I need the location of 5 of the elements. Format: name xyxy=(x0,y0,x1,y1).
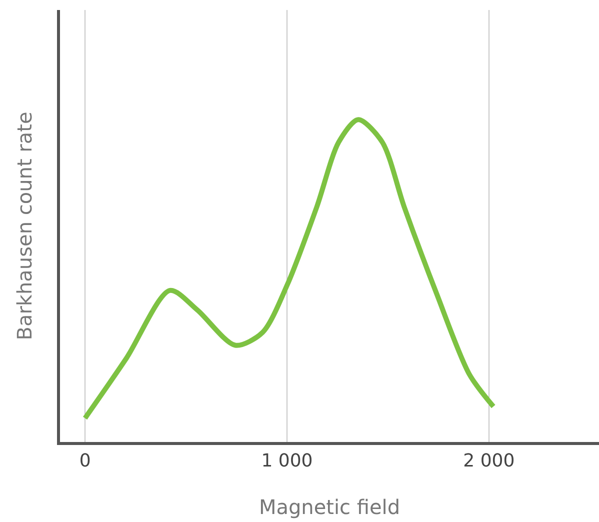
x-tick-label: 0 xyxy=(79,450,91,472)
x-tick-label: 1 000 xyxy=(261,450,313,472)
y-axis-title: Barkhausen count rate xyxy=(12,112,36,340)
x-tick-label: 2 000 xyxy=(463,450,515,472)
x-axis-title: Magnetic field xyxy=(258,495,400,520)
